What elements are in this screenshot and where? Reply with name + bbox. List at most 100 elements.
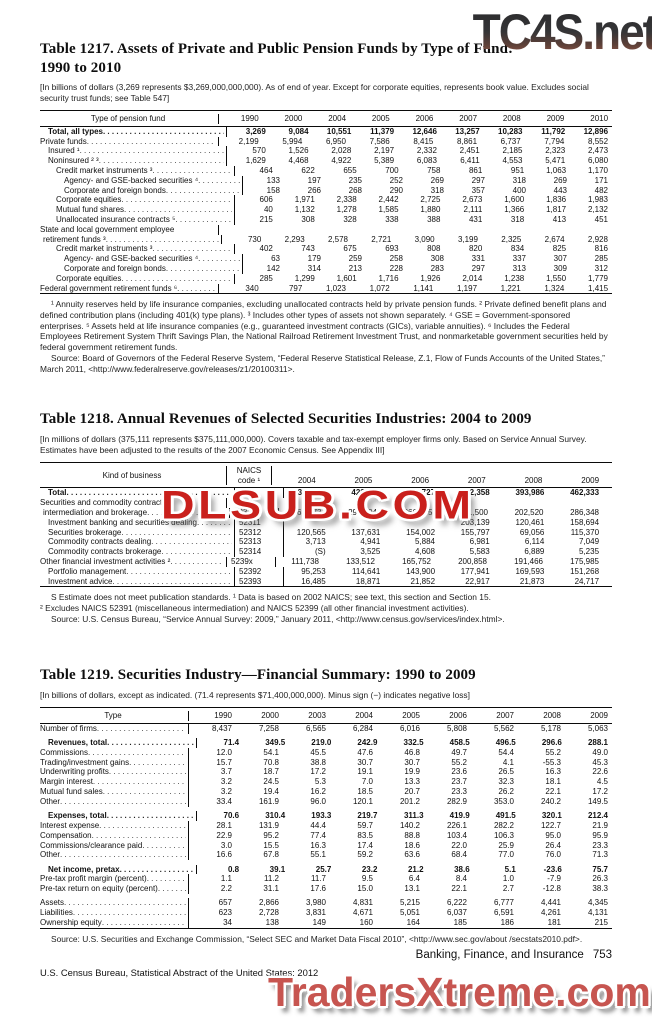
cell-value: 10,283	[498, 126, 523, 136]
footnote: Source: U.S. Census Bureau, “Service Ann…	[51, 613, 505, 624]
cell-value: 38.6	[454, 864, 470, 874]
cell-value	[276, 498, 332, 508]
table-row: Liabilities 623 2,728 3,831 4,671 5,051 6,037 6…	[40, 908, 612, 919]
cell-value: 5.1	[504, 864, 516, 874]
cell-value: 622	[301, 165, 315, 175]
column-header-year: 2010	[590, 114, 609, 123]
watermark-tradersxtreme: TradersXtreme.com	[268, 969, 651, 1015]
page-header-line: Banking, Finance, and Insurance 753	[0, 949, 612, 961]
cell-value: 285	[259, 273, 273, 283]
dot-leader	[121, 195, 232, 205]
cell-value: 2,199	[238, 136, 259, 146]
cell-value: 1,197	[457, 283, 478, 293]
row-label: Net income, pretax	[40, 864, 197, 875]
cell-value: 2,451	[459, 146, 480, 156]
cell-value: 282.2	[493, 820, 514, 830]
cell-value: 3,090	[414, 234, 435, 244]
cell-value: -12.8	[542, 884, 561, 894]
cell-value: 5,235	[579, 547, 600, 557]
dot-leader	[92, 831, 186, 841]
dot-leader	[99, 156, 224, 166]
cell-value: 496.5	[495, 738, 516, 748]
cell-value: 4,345	[587, 898, 608, 908]
cell-value	[306, 225, 350, 235]
row-label: Investment advice	[40, 576, 235, 587]
row-label: Pre-tax profit margin (percent)	[40, 874, 189, 885]
cell-value: 1,170	[587, 165, 609, 175]
section-name: Banking, Finance, and Insurance	[415, 949, 584, 961]
row-label: Agency- and GSE-backed securities ⁴	[40, 254, 243, 264]
cell-value: 55.2	[451, 757, 467, 767]
cell-value: 2,323	[545, 146, 566, 156]
cell-value: 570	[252, 146, 266, 156]
cell-value: 328	[343, 214, 357, 224]
cell-value: 71.4	[223, 738, 240, 748]
cell-value: 2.7	[502, 884, 514, 894]
cell-value: 32.3	[498, 777, 514, 787]
cell-value: 6,737	[500, 136, 521, 146]
naics-code: 5231x	[230, 507, 279, 518]
dot-leader	[151, 537, 232, 547]
cell-value: 21,873	[519, 576, 545, 586]
cell-value: 63.6	[404, 850, 420, 860]
cell-value: 337	[512, 254, 526, 264]
cell-value: 23.3	[592, 840, 608, 850]
cell-value: 154,002	[406, 527, 436, 537]
cell-value: 5,051	[399, 908, 420, 918]
cell-value	[525, 225, 569, 235]
cell-value: 2,473	[588, 146, 609, 156]
cell-value: 16.3	[545, 767, 561, 777]
dot-leader	[121, 274, 232, 284]
cell-value: 6,016	[399, 723, 420, 733]
cell-value: 12.0	[216, 747, 232, 757]
column-header-year: 2004	[328, 114, 347, 123]
cell-value: 8,437	[211, 723, 232, 733]
cell-value: 318	[510, 214, 525, 224]
table-row: Securities brokerage 52312 120,565 137,631 1…	[40, 527, 612, 538]
cell-value: 5,178	[540, 723, 561, 733]
column-header-stub: Type	[40, 710, 189, 721]
cell-value: 55.2	[545, 747, 561, 757]
census-credit-line: U.S. Census Bureau, Statistical Abstract…	[40, 967, 319, 978]
cell-value: 11,792	[541, 126, 566, 136]
cell-value: 22,917	[465, 576, 490, 586]
row-label-text: Other	[40, 796, 61, 806]
cell-value: 309	[553, 263, 567, 273]
cell-value: 1,971	[294, 195, 315, 205]
cell-value: 6.4	[408, 874, 420, 884]
cell-value: 155,797	[460, 527, 490, 537]
table-header-row: Type of pension fund 1990 2000 2004 2005 2006…	[40, 111, 612, 127]
dot-leader	[64, 898, 186, 908]
cell-value: -23.6	[543, 864, 562, 874]
row-label-text: Pre-tax profit margin (percent)	[40, 874, 147, 884]
row-label: Other financial investment activities ²	[40, 556, 227, 567]
title-line-2: 1990 to 2010	[40, 59, 122, 76]
cell-value: 2,721	[371, 234, 392, 244]
cell-value: 30.7	[404, 757, 420, 767]
cell-value: 38.3	[592, 884, 608, 894]
column-header-year: 1990	[240, 114, 259, 123]
cell-value: 55.1	[310, 850, 326, 860]
dot-leader	[158, 884, 186, 894]
table-row: Commissions/clearance paid 3.0 15.5 16.3 17.…	[40, 840, 612, 851]
cell-value: 9,084	[288, 126, 309, 136]
row-label: State and local government employee	[40, 224, 219, 235]
row-label: Mutual fund shares	[40, 205, 235, 215]
table-row: Total 523x 375,111 429,316 532,727 572,358 393…	[40, 488, 612, 499]
cell-value: 808	[427, 244, 441, 254]
cell-value: 5,215	[399, 898, 420, 908]
row-label: Federal government retirement funds ⁶	[40, 283, 219, 294]
cell-value: 311.3	[403, 811, 424, 821]
row-label: Corporate equities	[40, 273, 235, 284]
cell-value: 7.0	[361, 777, 373, 787]
cell-value: 193.3	[311, 811, 332, 821]
cell-value: 730	[247, 234, 262, 244]
cell-value: 200,858	[458, 556, 487, 566]
cell-value: 1,132	[294, 205, 315, 215]
column-header-year: 1990	[214, 710, 232, 720]
cell-value: 3,525	[360, 547, 381, 557]
table-row: Net income, pretax 0.8 39.1 25.7 23.2 21.2 38.…	[40, 860, 612, 875]
column-header-year: 2004	[297, 475, 316, 485]
dot-leader	[175, 215, 232, 225]
row-label-text: Ownership equity	[40, 918, 102, 928]
